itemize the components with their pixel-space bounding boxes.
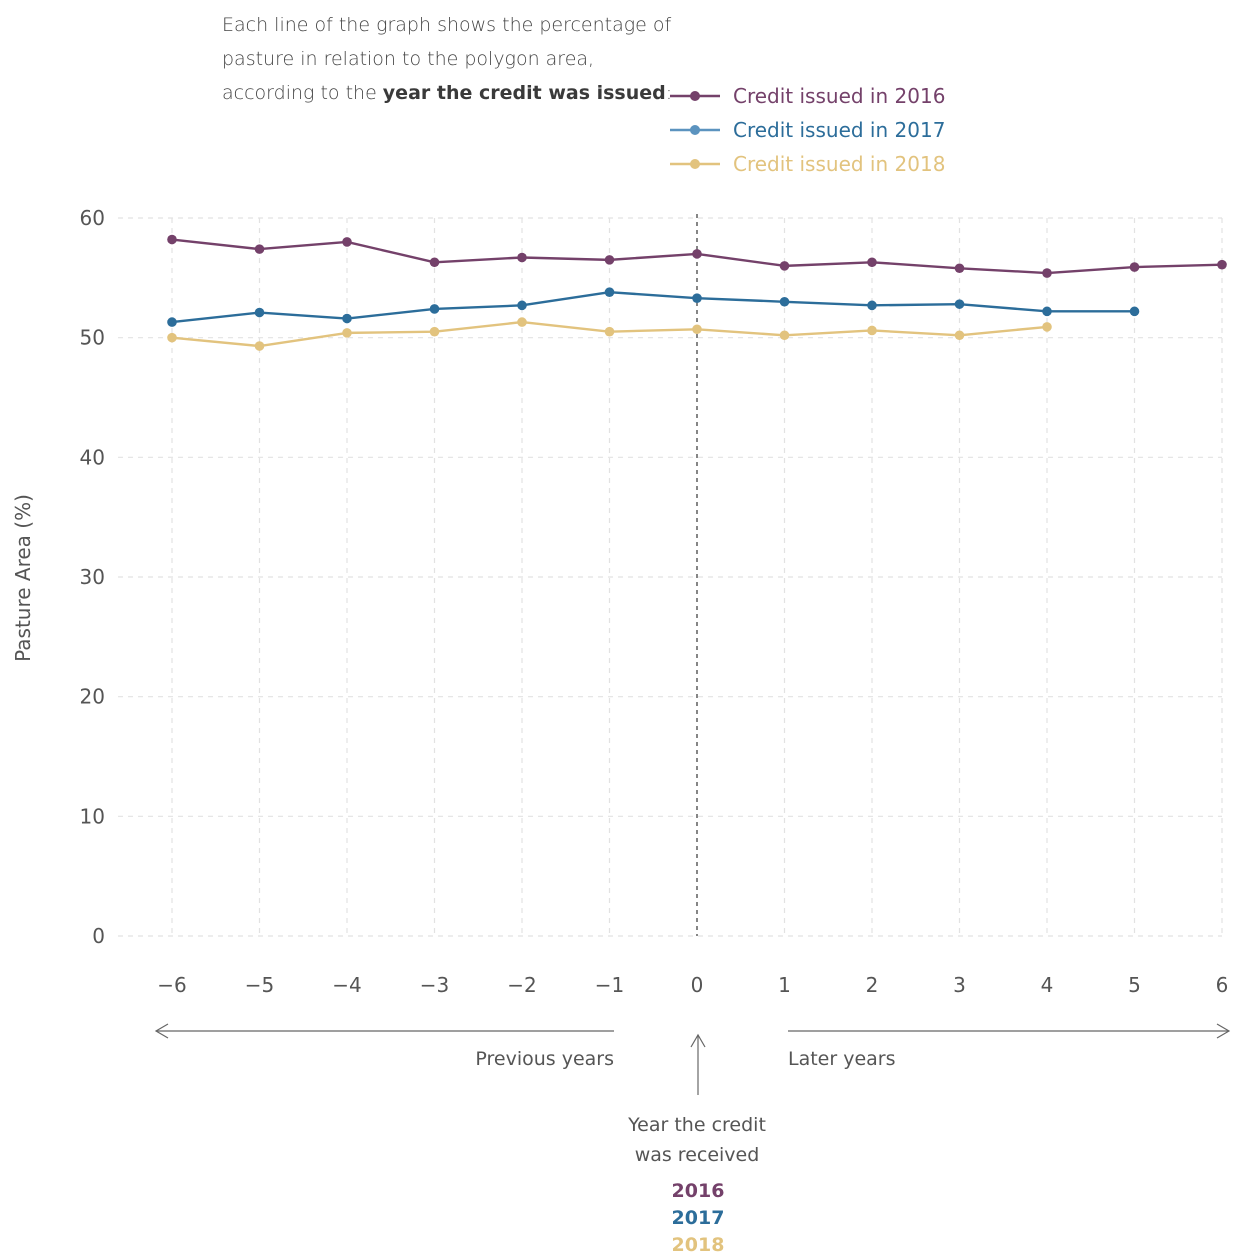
data-point	[1042, 268, 1052, 278]
x-tick-label: 1	[778, 973, 791, 997]
x-tick-label: −6	[157, 973, 186, 997]
data-point	[254, 244, 265, 254]
legend-item-1: Credit issued in 2016	[670, 84, 945, 108]
x-tick-label: −2	[507, 973, 536, 997]
data-point	[604, 255, 615, 265]
data-point	[954, 263, 965, 274]
credit-year-label-line2: was received	[635, 1144, 760, 1166]
x-tick-label: 4	[1041, 973, 1054, 997]
credit-year-arrowhead	[690, 1033, 706, 1048]
y-tick-label: 50	[80, 326, 105, 350]
data-point	[779, 261, 790, 271]
data-point	[604, 287, 615, 297]
data-point	[1129, 262, 1140, 272]
series-line	[171, 290, 1135, 324]
grid-lines	[118, 217, 1223, 937]
legend-item-2: Credit issued in 2017	[670, 118, 945, 142]
chart-description: Each line of the graph shows the percent…	[222, 8, 682, 110]
legend-marker-swatch	[690, 125, 700, 135]
description-text: Each line of the graph shows the percent…	[222, 14, 672, 104]
data-point	[692, 249, 702, 259]
x-tick-label: 2	[866, 973, 879, 997]
y-axis-label: Pasture Area (%)	[11, 494, 35, 662]
x-tick-label: −4	[332, 973, 361, 997]
credit-year-label-line1: Year the credit	[627, 1114, 766, 1136]
data-point	[1042, 322, 1052, 332]
series-2	[167, 287, 1140, 327]
x-tick-label: 0	[691, 973, 704, 997]
data-point	[429, 304, 440, 314]
x-tick-label: 6	[1216, 973, 1229, 997]
year-2016-label: 2016	[672, 1180, 725, 1202]
previous-years-arrowhead	[154, 1023, 169, 1039]
data-point	[342, 237, 352, 247]
previous-years-annotation: Previous years	[154, 1023, 614, 1070]
year-2018-label: 2018	[672, 1234, 725, 1256]
data-point	[429, 257, 440, 268]
x-tick-label: 5	[1128, 973, 1141, 997]
data-point	[342, 313, 352, 324]
data-point	[429, 326, 440, 337]
series-group	[167, 234, 1227, 351]
series-1	[167, 234, 1227, 278]
legend-marker-swatch	[690, 91, 700, 101]
x-tick-label: 3	[953, 973, 966, 997]
legend-marker-swatch	[690, 159, 700, 169]
legend-label: Credit issued in 2018	[733, 152, 945, 176]
data-point	[342, 328, 352, 338]
legend-label: Credit issued in 2016	[733, 84, 945, 108]
y-axis-ticks: 0 10 20 30 40 50 60	[80, 206, 105, 948]
x-tick-label: −5	[245, 973, 274, 997]
y-tick-label: 10	[80, 804, 105, 828]
data-point	[517, 252, 527, 263]
data-point	[254, 341, 265, 351]
later-years-label: Later years	[788, 1048, 896, 1070]
data-point	[167, 234, 177, 245]
y-tick-label: 60	[80, 206, 105, 230]
data-point	[867, 300, 877, 311]
y-tick-label: 20	[80, 685, 105, 709]
x-axis-ticks: −6 −5 −4 −3 −2 −1 0 1 2 3 4 5 6	[157, 973, 1228, 997]
description-bold-text: year the credit was issued	[382, 82, 666, 104]
legend-label: Credit issued in 2017	[733, 118, 945, 142]
data-point	[254, 307, 265, 318]
later-years-annotation: Later years	[788, 1023, 1231, 1070]
data-point	[692, 324, 702, 335]
data-point	[867, 325, 877, 336]
y-tick-label: 0	[92, 924, 105, 948]
data-point	[692, 293, 702, 303]
series-3	[167, 317, 1052, 351]
data-point	[954, 330, 965, 341]
y-tick-label: 30	[80, 565, 105, 589]
data-point	[1129, 306, 1140, 317]
data-point	[604, 326, 615, 337]
description-colon: :	[665, 82, 673, 104]
credit-year-annotation: Year the credit was received 2016 2017 2…	[627, 1033, 766, 1256]
later-years-arrowhead	[1216, 1023, 1231, 1039]
data-point	[867, 257, 877, 268]
x-tick-label: −3	[420, 973, 449, 997]
data-point	[954, 299, 965, 309]
y-tick-label: 40	[80, 445, 105, 469]
data-point	[1042, 306, 1052, 317]
data-point	[1217, 259, 1227, 270]
x-tick-label: −1	[595, 973, 624, 997]
data-point	[167, 317, 177, 327]
legend-item-3: Credit issued in 2018	[670, 152, 945, 176]
data-point	[517, 300, 527, 311]
previous-years-label: Previous years	[475, 1048, 614, 1070]
data-point	[167, 332, 177, 343]
data-point	[517, 317, 527, 327]
data-point	[779, 330, 790, 341]
year-2017-label: 2017	[672, 1207, 725, 1229]
legend: Credit issued in 2016 Credit issued in 20…	[670, 84, 945, 176]
data-point	[779, 296, 790, 307]
